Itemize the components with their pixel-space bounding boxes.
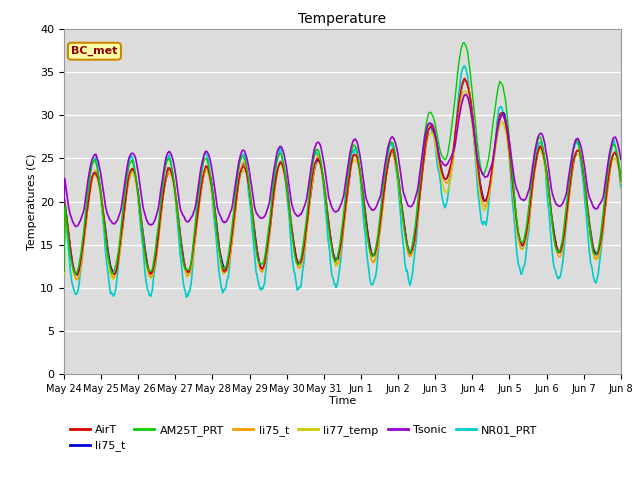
Text: BC_met: BC_met xyxy=(71,46,118,56)
Title: Temperature: Temperature xyxy=(298,12,387,26)
Y-axis label: Temperatures (C): Temperatures (C) xyxy=(28,153,37,250)
Legend: AirT, li75_t, AM25T_PRT, li75_t, li77_temp, Tsonic, NR01_PRT: AirT, li75_t, AM25T_PRT, li75_t, li77_te… xyxy=(70,425,538,451)
X-axis label: Time: Time xyxy=(329,396,356,406)
